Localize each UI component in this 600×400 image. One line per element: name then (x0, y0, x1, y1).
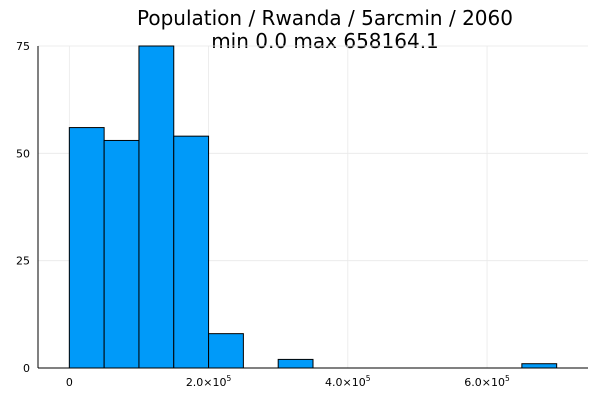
y-tick-label-3: 75 (16, 40, 30, 53)
histogram-bar-4 (208, 333, 244, 369)
y-tick-label-0: 0 (23, 362, 30, 375)
chart-title-line-1: Population / Rwanda / 5arcmin / 2060 (137, 6, 513, 30)
x-tick-label-1: 2.0×105 (186, 374, 232, 389)
x-tick-label-0: 0 (66, 376, 73, 389)
x-tick-labels: 0 2.0×105 4.0×105 6.0×105 (66, 374, 510, 389)
chart-title-line-2: min 0.0 max 658164.1 (211, 29, 439, 53)
histogram-bar-13 (521, 363, 558, 369)
y-tick-label-1: 25 (16, 255, 30, 268)
histogram-bar-6 (277, 358, 314, 369)
y-tick-labels: 0 25 50 75 (16, 40, 30, 375)
histogram-bar-2 (138, 45, 175, 369)
histogram-bar-1 (103, 139, 140, 369)
axes (37, 46, 588, 369)
histogram-bar-0 (68, 127, 105, 369)
bars (68, 45, 558, 369)
histogram-bar-3 (173, 135, 210, 369)
x-tick-label-2: 4.0×105 (325, 374, 371, 389)
y-tick-label-2: 50 (16, 147, 30, 160)
x-tick-label-3: 6.0×105 (464, 374, 510, 389)
